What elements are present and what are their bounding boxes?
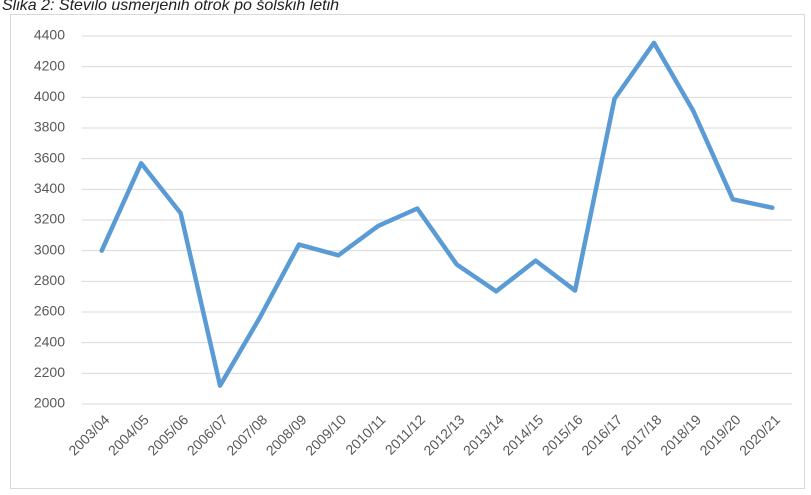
- y-tick-label: 2800: [34, 272, 65, 288]
- y-tick-label: 4000: [34, 88, 65, 104]
- chart-frame: [10, 14, 805, 489]
- y-tick-label: 4400: [34, 27, 65, 43]
- data-line: [99, 40, 775, 388]
- y-tick-label: 3000: [34, 241, 65, 257]
- y-tick-label: 4200: [34, 57, 65, 73]
- chart-title: Slika 2: Število usmerjenih otrok po šol…: [2, 0, 339, 14]
- y-tick-label: 3200: [34, 211, 65, 227]
- y-tick-label: 2600: [34, 303, 65, 319]
- y-tick-label: 2000: [34, 395, 65, 411]
- y-tick-label: 2200: [34, 364, 65, 380]
- y-tick-label: 3400: [34, 180, 65, 196]
- y-tick-label: 3800: [34, 119, 65, 135]
- y-tick-label: 3600: [34, 149, 65, 165]
- y-tick-label: 2400: [34, 333, 65, 349]
